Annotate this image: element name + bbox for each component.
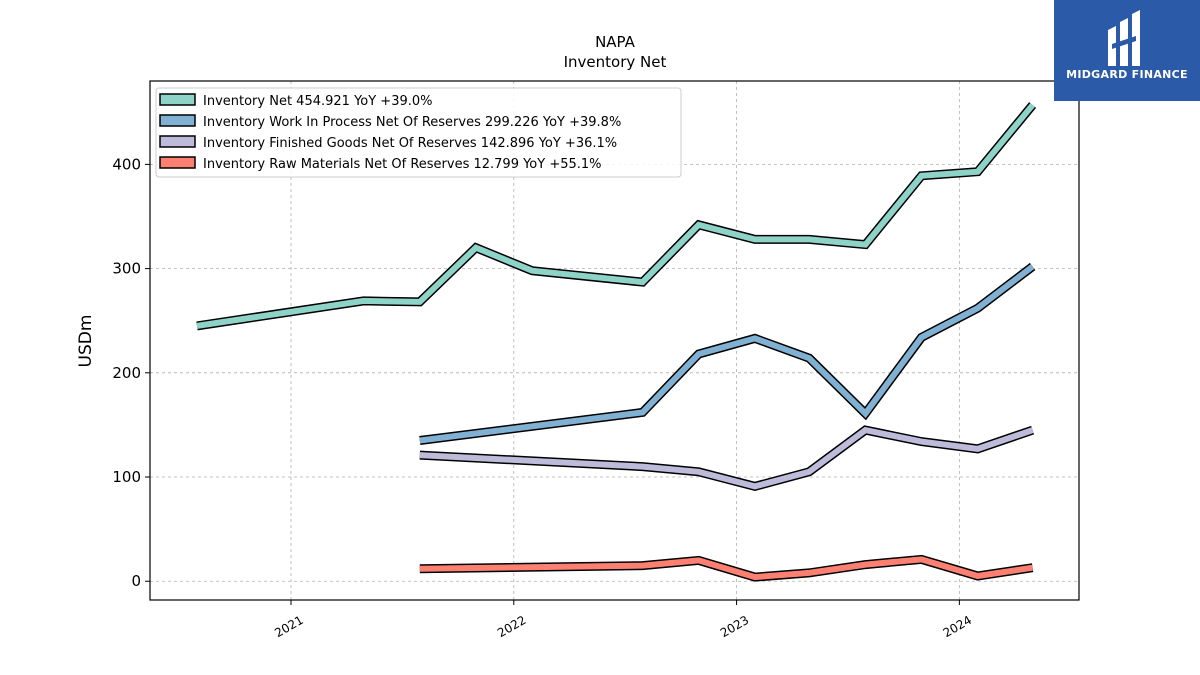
legend-box bbox=[155, 87, 682, 178]
midgard-finance-logo: MIDGARD FINANCE bbox=[1054, 0, 1200, 101]
y-tick-label: 400 bbox=[112, 155, 141, 173]
legend-entry: Inventory Net 454.921 YoY +39.0% bbox=[203, 94, 433, 109]
chart-title: NAPA bbox=[595, 33, 636, 51]
series-line-1 bbox=[196, 102, 1037, 331]
series-stroke bbox=[196, 103, 1035, 329]
series-layer bbox=[196, 102, 1037, 582]
series-stroke bbox=[419, 426, 1034, 490]
series-stroke bbox=[419, 264, 1035, 444]
chart-subtitle: Inventory Net bbox=[564, 53, 667, 71]
legend: Inventory Net 454.921 YoY +39.0% Inventor… bbox=[155, 87, 682, 178]
x-tick-label: 2022 bbox=[495, 613, 528, 640]
series-line-4 bbox=[419, 554, 1034, 582]
plot-area-frame bbox=[149, 80, 1080, 601]
x-tick-label: 2021 bbox=[272, 613, 305, 640]
y-axis-label: USDm bbox=[76, 315, 96, 368]
legend-swatch bbox=[159, 93, 196, 106]
logo-text: MIDGARD FINANCE bbox=[1066, 68, 1188, 81]
legend-entry: Inventory Work In Process Net Of Reserve… bbox=[203, 115, 621, 130]
legend-entry: Inventory Raw Materials Net Of Reserves … bbox=[203, 157, 602, 172]
y-tick-label: 200 bbox=[112, 364, 141, 382]
x-tick-label: 2024 bbox=[941, 613, 974, 640]
legend-swatch bbox=[159, 114, 196, 127]
legend-entry: Inventory Finished Goods Net Of Reserves… bbox=[203, 136, 617, 151]
y-tick-label: 100 bbox=[112, 468, 141, 486]
midgard-logo-icon bbox=[1108, 10, 1140, 66]
legend-swatch bbox=[159, 135, 196, 148]
series-line-3 bbox=[419, 425, 1035, 492]
series-stroke bbox=[419, 556, 1034, 581]
series-line-2 bbox=[419, 262, 1036, 445]
y-tick-label: 300 bbox=[112, 260, 141, 278]
series-outline bbox=[419, 262, 1036, 445]
y-tick-label: 0 bbox=[131, 572, 141, 590]
x-tick-label: 2023 bbox=[718, 613, 751, 640]
legend-swatch bbox=[159, 156, 196, 169]
